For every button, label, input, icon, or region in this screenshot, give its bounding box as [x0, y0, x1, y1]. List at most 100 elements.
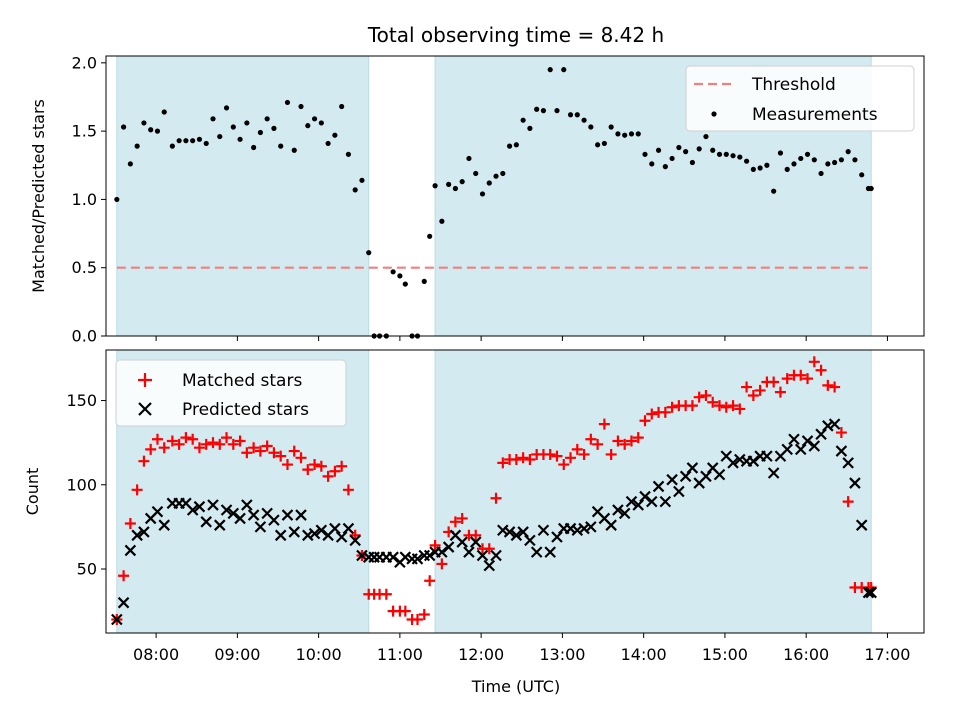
- measurement-point: [635, 131, 641, 137]
- predicted-star-point: [585, 521, 597, 533]
- matched-star-point: [639, 415, 651, 427]
- matched-star-point: [151, 433, 163, 445]
- measurement-point: [662, 164, 668, 170]
- measurement-point: [183, 138, 189, 144]
- measurement-point: [777, 150, 784, 156]
- measurement-point: [804, 151, 811, 157]
- measurement-point: [134, 143, 140, 149]
- matched-star-point: [241, 447, 253, 459]
- predicted-star-point: [117, 596, 130, 609]
- predicted-star-point: [469, 536, 482, 548]
- measurement-point: [127, 161, 133, 167]
- matched-star-point: [612, 435, 624, 447]
- y-tick-label: 1.0: [72, 190, 97, 209]
- measurement-point: [291, 147, 297, 153]
- x-tick-label: 14:00: [621, 645, 667, 664]
- matched-star-point: [781, 373, 793, 385]
- measurement-point: [176, 138, 182, 144]
- measurement-point: [574, 112, 580, 118]
- measurement-point: [446, 181, 452, 187]
- matched-star-point: [598, 418, 610, 430]
- matched-star-point: [336, 460, 348, 472]
- legend-measurements-label: Measurements: [752, 105, 878, 125]
- measurement-point: [581, 117, 587, 123]
- shaded-interval-0: [116, 55, 370, 337]
- predicted-star-point: [865, 586, 877, 599]
- measurement-point: [161, 109, 167, 115]
- matched-star-point: [227, 438, 239, 450]
- predicted-star-point: [605, 519, 617, 531]
- predicted-star-point: [124, 544, 137, 557]
- predicted-star-point: [281, 509, 294, 521]
- measurement-point: [567, 112, 574, 118]
- measurement-point: [608, 124, 614, 130]
- top-legend-box: [685, 65, 915, 132]
- measurement-point: [397, 273, 403, 279]
- predicted-star-point: [268, 514, 280, 526]
- predicted-star-point: [510, 529, 523, 542]
- measurement-point: [223, 105, 230, 111]
- matched-star-point: [221, 432, 233, 444]
- predicted-star-point: [151, 505, 164, 518]
- matched-star-point: [720, 401, 732, 413]
- matched-star-point: [517, 452, 529, 464]
- legend-measurements-swatch: [711, 111, 717, 117]
- bottom-axes-frame: [105, 349, 925, 634]
- measurement-point: [554, 108, 560, 114]
- matched-star-point: [659, 406, 671, 418]
- matched-star-point: [214, 438, 226, 450]
- predicted-star-point: [747, 455, 760, 467]
- matched-star-point: [138, 455, 150, 467]
- predicted-star-point: [111, 613, 123, 626]
- predicted-star-point: [254, 521, 267, 533]
- predicted-star-point: [862, 586, 875, 599]
- shaded-interval-1: [434, 349, 872, 634]
- predicted-star-point: [727, 457, 739, 469]
- matched-star-point: [483, 543, 495, 555]
- measurement-point: [561, 67, 567, 73]
- predicted-star-point: [578, 522, 590, 535]
- measurement-point: [811, 157, 817, 163]
- measurement-point: [845, 149, 851, 155]
- predicted-star-point: [490, 549, 502, 562]
- bottom-y-ticks: 50 100 150: [66, 391, 106, 578]
- measurement-point: [311, 116, 318, 122]
- predicted-star-point: [551, 531, 563, 543]
- measurement-point: [141, 120, 147, 126]
- measurement-point: [210, 116, 216, 122]
- measurement-point: [825, 161, 831, 167]
- predicted-star-point: [288, 526, 301, 538]
- x-tick-label: 11:00: [377, 645, 423, 664]
- matched-star-point: [592, 438, 604, 450]
- matched-star-point: [342, 484, 354, 496]
- predicted-star-point: [537, 524, 550, 537]
- x-tick-label: 16:00: [783, 645, 829, 664]
- measurement-point: [710, 147, 716, 153]
- matched-star-point: [329, 465, 341, 477]
- top-legend: Threshold Measurements: [685, 65, 915, 132]
- top-y-axis-label: Matched/Predicted stars: [29, 99, 48, 293]
- matched-star-point: [449, 516, 461, 528]
- measurement-point: [547, 67, 553, 73]
- measurement-point: [683, 149, 689, 155]
- predicted-star-point: [335, 531, 348, 543]
- x-tick-label: 09:00: [214, 645, 260, 664]
- matched-star-point: [707, 396, 719, 408]
- top-y-ticks: 0.0 0.5 1.0 1.5 2.0: [72, 53, 106, 346]
- matched-star-point: [727, 400, 739, 412]
- top-x-ticks: [155, 336, 888, 341]
- measurement-point: [513, 142, 519, 148]
- predicted-star-point: [274, 529, 287, 542]
- bottom-legend: Matched stars Predicted stars: [115, 359, 347, 427]
- predicted-star-point: [612, 504, 624, 516]
- legend-threshold-label: Threshold: [751, 75, 836, 95]
- predicted-star-point: [659, 495, 672, 508]
- measurement-point: [757, 165, 763, 171]
- x-axis-label: Time (UTC): [471, 677, 560, 696]
- matched-star-point: [754, 384, 766, 396]
- measurement-point: [402, 281, 408, 287]
- predicted-star-point: [186, 504, 199, 516]
- predicted-star-point: [138, 526, 150, 538]
- bottom-panel: 50 100 150 08:00 09:00 10:00 11:00 12:00 13:00 1…: [23, 349, 925, 696]
